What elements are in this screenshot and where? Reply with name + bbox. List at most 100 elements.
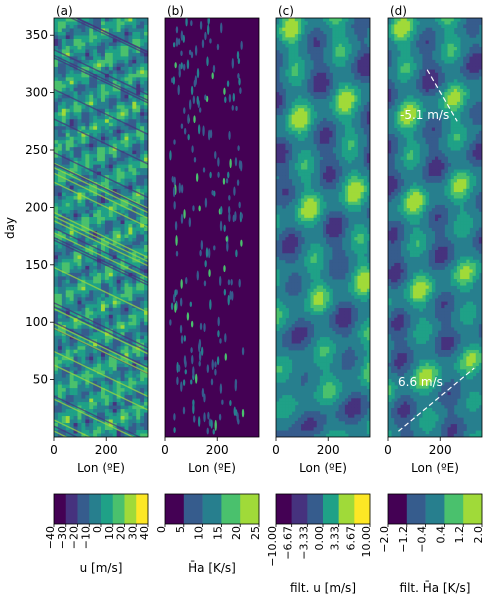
panel-c-contour-cell xyxy=(285,285,289,290)
panel-a-cell xyxy=(61,342,67,347)
panel-c-contour-cell xyxy=(357,63,361,67)
panel-a-cell xyxy=(120,388,125,393)
panel-c-contour-cell xyxy=(310,298,314,303)
panel-a-cell xyxy=(54,38,59,43)
panel-b-blob xyxy=(173,176,176,187)
panel-c-contour-cell xyxy=(348,198,352,203)
panel-c-contour-cell xyxy=(326,288,330,293)
panel-a-cell xyxy=(97,42,102,47)
panel-c-contour-cell xyxy=(301,156,305,161)
panel-b-blob xyxy=(210,419,213,429)
panel-a-cell xyxy=(73,129,78,134)
panel-a-cell xyxy=(104,45,110,50)
panel-a-cell xyxy=(101,377,106,382)
panel-c-contour-cell xyxy=(332,246,336,251)
panel-a-cell xyxy=(77,335,82,340)
panel-a-cell xyxy=(77,150,82,155)
panel-a-cell xyxy=(69,178,74,183)
panel-a-cell xyxy=(61,150,67,155)
panel-b-blob xyxy=(210,378,214,386)
panel-a-cell xyxy=(89,18,94,22)
panel-c-contour-cell xyxy=(297,153,302,157)
panel-c-contour-cell xyxy=(323,34,327,38)
panel-a-cell xyxy=(101,108,106,113)
panel-a-cell xyxy=(128,283,133,288)
panel-a-cell xyxy=(85,416,90,420)
panel-a-cell xyxy=(101,227,106,232)
panel-a-cell xyxy=(85,258,90,263)
panel-a-cell xyxy=(120,56,125,61)
panel-c-contour-cell xyxy=(310,266,314,270)
panel-a-cell xyxy=(69,370,74,375)
panel-c-contour-cell xyxy=(319,195,324,199)
panel-a-cell xyxy=(85,276,90,281)
panel-a-cell xyxy=(140,42,145,47)
panel-a-cell xyxy=(124,189,129,193)
panel-a-cell xyxy=(73,164,78,169)
panel-c-contour-cell xyxy=(326,172,330,177)
panel-a-cell xyxy=(140,276,145,281)
panel-c-contour-cell xyxy=(357,288,361,293)
panel-b-blob xyxy=(228,194,231,201)
panel-a-cell xyxy=(89,101,94,106)
panel-a-cell xyxy=(101,311,106,316)
panel-a-cell xyxy=(61,272,67,277)
panel-c-contour-cell xyxy=(332,166,336,170)
panel-c-contour-cell xyxy=(276,69,280,74)
panel-b-blob xyxy=(203,322,206,333)
panel-a-cell xyxy=(120,433,125,437)
panel-c-contour-cell xyxy=(335,98,340,103)
panel-a-cell xyxy=(65,391,71,396)
panel-c-contour-cell xyxy=(360,256,365,261)
panel-c-contour-cell xyxy=(341,37,346,41)
panel-c-contour-cell xyxy=(354,143,358,148)
panel-c-contour-cell xyxy=(316,298,321,303)
panel-c-contour-cell xyxy=(310,111,314,116)
panel-a-cell xyxy=(93,286,98,291)
panel-a-cell xyxy=(73,91,78,96)
panel-c-contour-cell xyxy=(291,34,296,38)
panel-c-contour-cell xyxy=(329,221,333,225)
panel-a-cell xyxy=(132,314,137,319)
panel-c-contour-cell xyxy=(360,195,365,199)
panel-c-contour-cell xyxy=(297,317,302,322)
panel-a-cell xyxy=(136,251,141,256)
panel-b-blob xyxy=(198,360,201,367)
panel-c-contour-cell xyxy=(279,166,283,170)
panel-a-cell xyxy=(120,171,125,176)
panel-c-contour-cell xyxy=(301,124,305,128)
panel-a-cell xyxy=(144,419,148,424)
panel-a-cell xyxy=(120,346,125,351)
panel-c-contour-cell xyxy=(285,182,289,186)
panel-c-contour-cell xyxy=(366,59,370,64)
panel-c-contour-cell xyxy=(288,337,293,341)
panel-a-cell xyxy=(65,108,71,113)
panel-a-cell xyxy=(136,227,141,232)
panel-c-contour-cell xyxy=(294,330,299,335)
panel-c-contour-cell xyxy=(341,192,346,196)
panel-a-cell xyxy=(89,374,94,379)
panel-c-contour-cell xyxy=(310,291,314,296)
panel-a-cell xyxy=(93,220,98,225)
panel-c-contour-cell xyxy=(366,192,370,196)
panel-b-blob xyxy=(233,186,236,196)
panel-c-contour-cell xyxy=(291,188,296,193)
panel-c-contour-cell xyxy=(307,50,311,54)
panel-c-contour-cell xyxy=(276,108,280,112)
panel-a-cell xyxy=(69,154,74,159)
panel-c-contour-cell xyxy=(323,288,327,293)
panel-a-cell xyxy=(101,290,106,295)
panel-a-cell xyxy=(140,24,145,29)
panel-c-contour-cell xyxy=(363,266,368,270)
panel-a-streak xyxy=(54,308,148,355)
panel-a-cell xyxy=(54,168,59,173)
panel-c-contour-cell xyxy=(351,240,355,245)
panel-c-contour-cell xyxy=(363,288,368,293)
panel-a-cell xyxy=(101,115,106,120)
panel-a-cell xyxy=(85,119,90,124)
panel-a-cell xyxy=(61,91,67,96)
panel-c-contour-cell xyxy=(338,304,343,309)
panel-a-cell xyxy=(128,35,133,40)
panel-a-cell xyxy=(124,18,129,22)
panel-c-contour-cell xyxy=(357,233,361,238)
